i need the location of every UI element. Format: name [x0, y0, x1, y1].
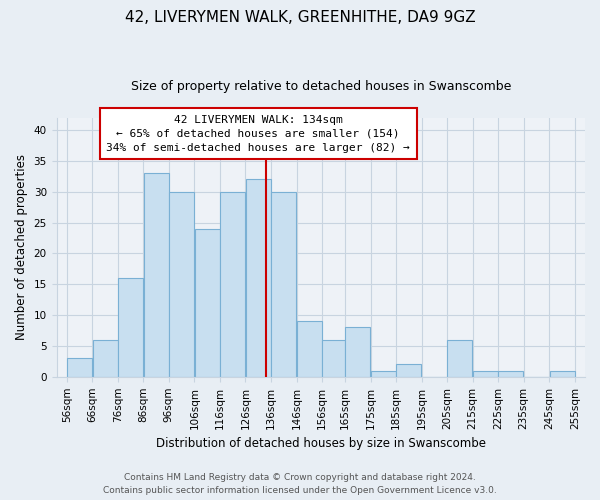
- Text: 42, LIVERYMEN WALK, GREENHITHE, DA9 9GZ: 42, LIVERYMEN WALK, GREENHITHE, DA9 9GZ: [125, 10, 475, 25]
- Bar: [448, 340, 472, 377]
- Bar: [92, 340, 118, 377]
- Bar: [322, 340, 345, 377]
- X-axis label: Distribution of detached houses by size in Swanscombe: Distribution of detached houses by size …: [156, 437, 486, 450]
- Bar: [271, 192, 296, 377]
- Bar: [67, 358, 92, 377]
- Bar: [499, 370, 523, 377]
- Bar: [118, 278, 143, 377]
- Y-axis label: Number of detached properties: Number of detached properties: [15, 154, 28, 340]
- Text: Contains HM Land Registry data © Crown copyright and database right 2024.
Contai: Contains HM Land Registry data © Crown c…: [103, 473, 497, 495]
- Bar: [397, 364, 421, 377]
- Bar: [550, 370, 575, 377]
- Bar: [297, 322, 322, 377]
- Bar: [345, 328, 370, 377]
- Bar: [143, 174, 169, 377]
- Title: Size of property relative to detached houses in Swanscombe: Size of property relative to detached ho…: [131, 80, 511, 93]
- Bar: [473, 370, 498, 377]
- Bar: [371, 370, 396, 377]
- Bar: [194, 229, 220, 377]
- Bar: [246, 180, 271, 377]
- Text: 42 LIVERYMEN WALK: 134sqm
← 65% of detached houses are smaller (154)
34% of semi: 42 LIVERYMEN WALK: 134sqm ← 65% of detac…: [106, 114, 410, 152]
- Bar: [220, 192, 245, 377]
- Bar: [169, 192, 194, 377]
